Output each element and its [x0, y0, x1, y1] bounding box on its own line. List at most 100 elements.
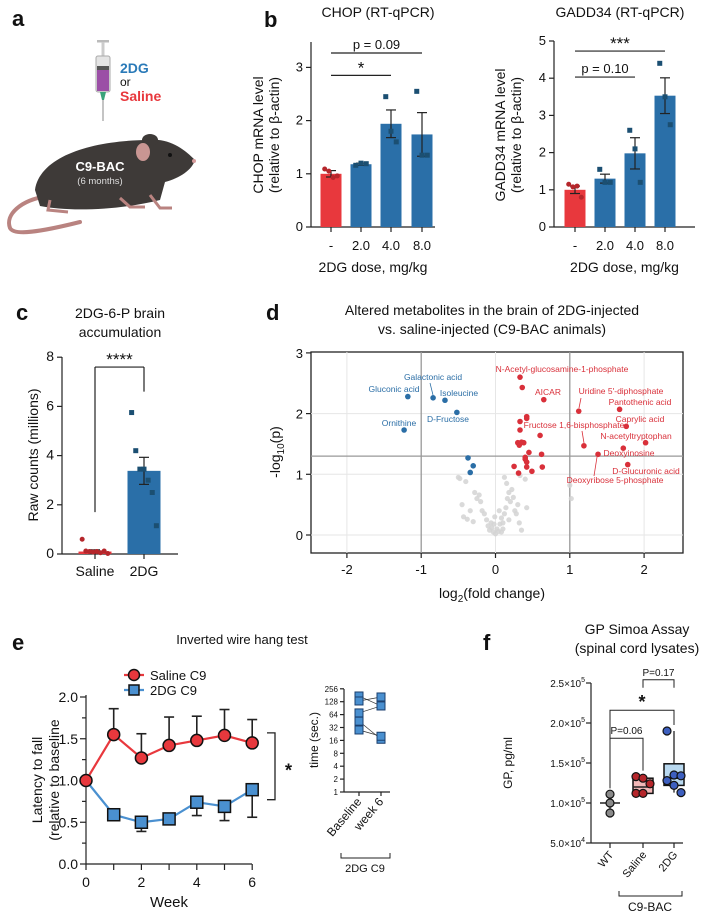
- data-point-increased: [642, 439, 649, 446]
- data-point-not-significant: [483, 517, 490, 523]
- metabolite-label: N-Acetyl-glucosamine-1-phosphate: [496, 364, 629, 374]
- y-tick-exponent: 5: [581, 677, 585, 684]
- data-point: [566, 181, 572, 187]
- x-tick-label: 4.0: [382, 238, 400, 253]
- data-point: [669, 780, 679, 791]
- data-point-not-significant: [476, 492, 482, 498]
- y-axis-label: (relative to β-actin): [508, 77, 524, 193]
- label-leader: [593, 456, 598, 477]
- data-point-not-significant: [513, 511, 519, 517]
- y-tick-label: 1.0×105: [550, 797, 585, 810]
- data-point-decreased: [401, 427, 407, 433]
- data-point-not-significant: [464, 516, 470, 522]
- data-point-increased: [517, 374, 523, 380]
- data-point-increased: [540, 396, 547, 403]
- x-tick-label: 8.0: [413, 238, 431, 253]
- data-point-decreased: [430, 395, 436, 401]
- data-point: [101, 548, 107, 554]
- data-point-increased: [519, 384, 526, 391]
- data-point-saline: [162, 738, 176, 753]
- data-point: [574, 183, 580, 189]
- y-tick-base: 1.5×10: [550, 759, 581, 770]
- data-point-saline: [217, 728, 232, 743]
- panel-label-d: d: [266, 300, 279, 325]
- legend-marker-2dg: [128, 684, 140, 696]
- data-point: [90, 549, 96, 555]
- data-point-not-significant: [516, 520, 522, 526]
- data-point: [393, 139, 399, 145]
- y-axis-label-part: (p): [267, 426, 283, 443]
- or-label: or: [120, 75, 131, 89]
- data-point: [638, 788, 648, 799]
- x-tick-label: -: [329, 238, 333, 253]
- bar: [654, 95, 676, 228]
- inset-data-point: [354, 725, 364, 735]
- y-tick-label: 0.5: [59, 814, 79, 830]
- data-point: [605, 789, 615, 799]
- x-axis-label: log2(fold change): [439, 585, 545, 605]
- data-point: [363, 161, 369, 167]
- data-point-saline: [106, 727, 121, 742]
- x-axis-label: 2DG dose, mg/kg: [319, 259, 428, 275]
- x-tick-label: 0: [82, 874, 90, 890]
- significance-label: p = 0.09: [353, 37, 400, 52]
- y-tick-label: 5: [539, 33, 546, 48]
- data-point-decreased: [405, 393, 411, 400]
- inset-y-tick-label: 16: [329, 736, 338, 745]
- inset-y-tick-label: 256: [325, 685, 339, 694]
- x-tick-label: 6: [248, 874, 256, 890]
- chart-0: 0 1 2 3 - 2.0 4.0 8.0 p = 0.09 * CHOP (RT-qPCR) CHO…: [250, 4, 435, 275]
- y-tick-label: 2.0: [59, 689, 79, 705]
- data-point-increased: [517, 418, 523, 425]
- data-point: [149, 490, 155, 495]
- data-point-saline: [190, 733, 204, 748]
- metabolite-label: D-Fructose: [427, 414, 469, 424]
- significance-bracket: [267, 732, 276, 801]
- x-tick-label: 8.0: [656, 238, 674, 253]
- data-point-not-significant: [506, 517, 512, 523]
- x-tick-label: 2: [640, 562, 647, 577]
- inset-data-point: [376, 731, 386, 741]
- mouse-model-label: C9-BAC: [75, 159, 125, 174]
- y-tick-exponent: 5: [581, 717, 585, 724]
- chart-title: Altered metabolites in the brain of 2DG-…: [345, 302, 639, 318]
- bar: [320, 173, 342, 227]
- significance-label: ***: [610, 34, 630, 53]
- y-axis-label: Raw counts (millions): [25, 388, 41, 521]
- y-tick-base: 2.0×10: [550, 719, 581, 730]
- metabolite-label: Isoleucine: [440, 388, 479, 398]
- y-axis-label: -log10(p): [267, 426, 287, 478]
- data-point-not-significant: [472, 489, 478, 496]
- x-tick-label: 4.0: [626, 238, 644, 253]
- plot-frame: [310, 351, 684, 554]
- data-point: [137, 466, 143, 472]
- chart-1: 0 1 2 3 4 5 - 2.0 4.0 8.0 *** p = 0.10 GADD34 (RT-qP…: [492, 4, 695, 275]
- y-tick-label: 0.0: [59, 856, 79, 872]
- data-point-not-significant: [524, 505, 530, 511]
- y-tick-label: 6: [46, 397, 54, 413]
- data-point: [645, 779, 655, 789]
- y-tick-label: 1: [296, 467, 303, 482]
- bar: [594, 178, 616, 227]
- x-axis-label-part: 2: [458, 594, 464, 605]
- data-point-not-significant: [457, 475, 463, 482]
- data-point-increased: [517, 427, 523, 433]
- inset-data-point: [376, 692, 386, 702]
- x-tick-label: 1: [566, 562, 573, 577]
- data-point-increased: [529, 468, 535, 475]
- chart-title: CHOP (RT-qPCR): [321, 4, 434, 20]
- inset-data-point: [376, 701, 386, 711]
- data-point-not-significant: [491, 521, 497, 527]
- bar: [624, 153, 646, 227]
- data-point-not-significant: [496, 508, 502, 514]
- inset-data-point: [354, 708, 364, 718]
- metabolite-label: Deoxyinosine: [603, 448, 654, 458]
- data-point-not-significant: [567, 482, 573, 488]
- group-bracket: [618, 891, 683, 897]
- y-axis-label: GADD34 mRNA level: [492, 68, 508, 201]
- x-axis-label-part: log: [439, 585, 458, 601]
- y-tick-label: 1: [539, 182, 546, 197]
- chart-title: GADD34 (RT-qPCR): [556, 4, 685, 20]
- data-point-increased: [616, 406, 623, 413]
